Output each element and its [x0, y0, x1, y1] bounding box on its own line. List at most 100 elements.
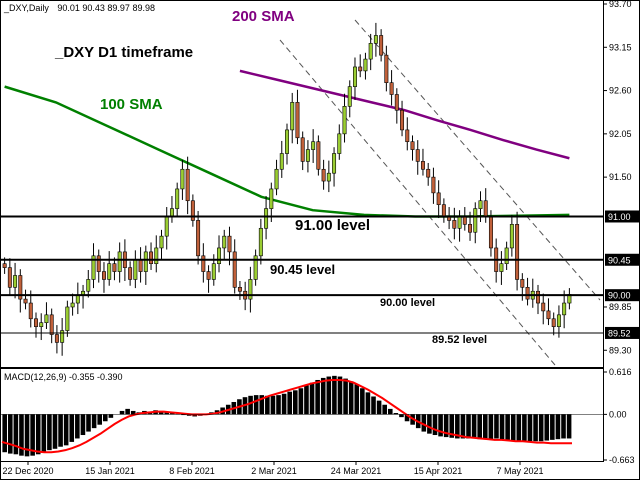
macd-histogram-bar: [315, 379, 320, 415]
candle-body: [373, 35, 378, 44]
candle-body: [546, 310, 551, 320]
candle-body: [311, 141, 316, 150]
candle-body: [384, 54, 389, 83]
x-tick-label: 15 Apr 2021: [414, 466, 463, 476]
candle-body: [175, 188, 180, 209]
macd-histogram-bar: [75, 414, 80, 439]
candle-body: [332, 153, 337, 174]
candle-body: [358, 66, 363, 72]
macd-histogram-bar: [516, 414, 522, 441]
y-tick-label: 92.60: [609, 86, 632, 96]
price-axis: 93.70 93.15 92.60 92.05 91.50 89.85 89.30: [603, 0, 632, 355]
candle-body: [305, 149, 310, 162]
candle-body: [196, 220, 201, 257]
candle-body: [23, 298, 28, 304]
candle-body: [54, 334, 59, 343]
macd-histogram-bar: [427, 414, 432, 434]
macd-histogram-bar: [170, 413, 175, 415]
candle-body: [28, 302, 33, 320]
macd-histogram-bar: [460, 414, 466, 439]
candle-body: [117, 251, 122, 272]
macd-histogram-bar: [52, 414, 58, 449]
macd-histogram-bar: [30, 414, 35, 456]
macd-histogram-bar: [86, 414, 91, 432]
x-tick-label: 7 May 2021: [496, 466, 543, 476]
macd-histogram-bar: [125, 408, 130, 415]
macd-histogram-bar: [287, 391, 292, 415]
x-tick-label: 15 Jan 2021: [85, 466, 135, 476]
candle-body: [39, 322, 44, 327]
time-axis: 22 Dec 2020 15 Jan 2021 8 Feb 2021 2 Mar 20…: [2, 461, 544, 476]
macd-histogram-bar: [41, 414, 47, 453]
candle-body: [525, 287, 530, 300]
candle-body: [509, 224, 514, 249]
macd-histogram-bar: [175, 413, 181, 415]
candle-body: [190, 200, 195, 221]
macd-histogram-bar: [164, 412, 170, 415]
macd-histogram-bar: [58, 414, 63, 447]
macd-histogram-bar: [192, 414, 197, 417]
descending-channel: [279, 19, 601, 366]
macd-histogram-bar: [119, 410, 125, 415]
candle-body: [431, 176, 436, 194]
macd-histogram-bar: [482, 414, 488, 440]
candle-body: [60, 330, 65, 343]
macd-histogram-bar: [533, 414, 538, 442]
macd-histogram-bar: [371, 396, 376, 415]
candle-body: [394, 94, 399, 111]
macd-histogram-bar: [438, 414, 443, 437]
y-tick-label: 93.70: [609, 0, 632, 9]
candle-body: [264, 208, 269, 229]
level-price-tag: 90.45: [608, 255, 631, 265]
macd-histogram-bar: [544, 414, 550, 441]
macd-header: MACD(12,26,9) -0.355 -0.390: [4, 372, 123, 382]
candle-body: [253, 255, 258, 280]
macd-histogram-bar: [477, 414, 482, 440]
macd-histogram-bar: [63, 414, 69, 446]
candle-body: [285, 129, 289, 154]
macd-histogram-bar: [102, 414, 108, 422]
level-price-tag-bg: [605, 253, 639, 266]
timeframe-annotation: _DXY D1 timeframe: [54, 44, 193, 61]
macd-histogram-bar: [505, 414, 510, 440]
candle-body: [138, 259, 143, 272]
candle-body: [237, 287, 242, 292]
candle-body: [342, 106, 347, 135]
candlesticks: [2, 22, 572, 356]
candle-body: [112, 263, 117, 272]
macd-histogram-bar: [360, 388, 365, 415]
candle-body: [556, 314, 561, 327]
level-price-tag-bg: [605, 289, 639, 302]
candle-body: [248, 279, 253, 300]
candle-body: [101, 271, 106, 280]
level-lines: 91.00 90.45 90.00 89.52: [0, 210, 639, 339]
macd-histogram-bar: [91, 414, 97, 429]
macd-histogram-bar: [432, 414, 438, 436]
candle-body: [222, 235, 227, 249]
macd-histogram-bar: [466, 414, 471, 439]
y-tick-label: 89.85: [609, 302, 632, 312]
macd-histogram-bar: [281, 393, 287, 415]
macd-histogram-bar: [298, 388, 304, 415]
macd-histogram-bar: [561, 414, 566, 439]
macd-histogram-bar: [80, 414, 86, 436]
x-tick-label: 22 Dec 2020: [2, 466, 53, 476]
candle-body: [300, 137, 305, 162]
macd-histogram-bar: [326, 376, 332, 415]
macd-y-tick-label: 0.616: [609, 367, 632, 377]
candle-body: [70, 302, 75, 308]
candle-body: [185, 168, 190, 202]
macd-histogram-bar: [24, 414, 30, 457]
macd-histogram-bar: [494, 414, 499, 439]
candle-body: [462, 216, 467, 225]
macd-histogram-bar: [527, 414, 533, 442]
candle-body: [169, 208, 174, 217]
candle-body: [128, 267, 133, 280]
macd-histogram-bar: [259, 395, 265, 415]
macd-histogram-bar: [365, 392, 371, 415]
candle-body: [536, 290, 540, 304]
channel-line-upper: [354, 19, 601, 301]
x-tick-label: 24 Mar 2021: [331, 466, 382, 476]
symbol-label: _DXY,Daily: [3, 3, 49, 13]
